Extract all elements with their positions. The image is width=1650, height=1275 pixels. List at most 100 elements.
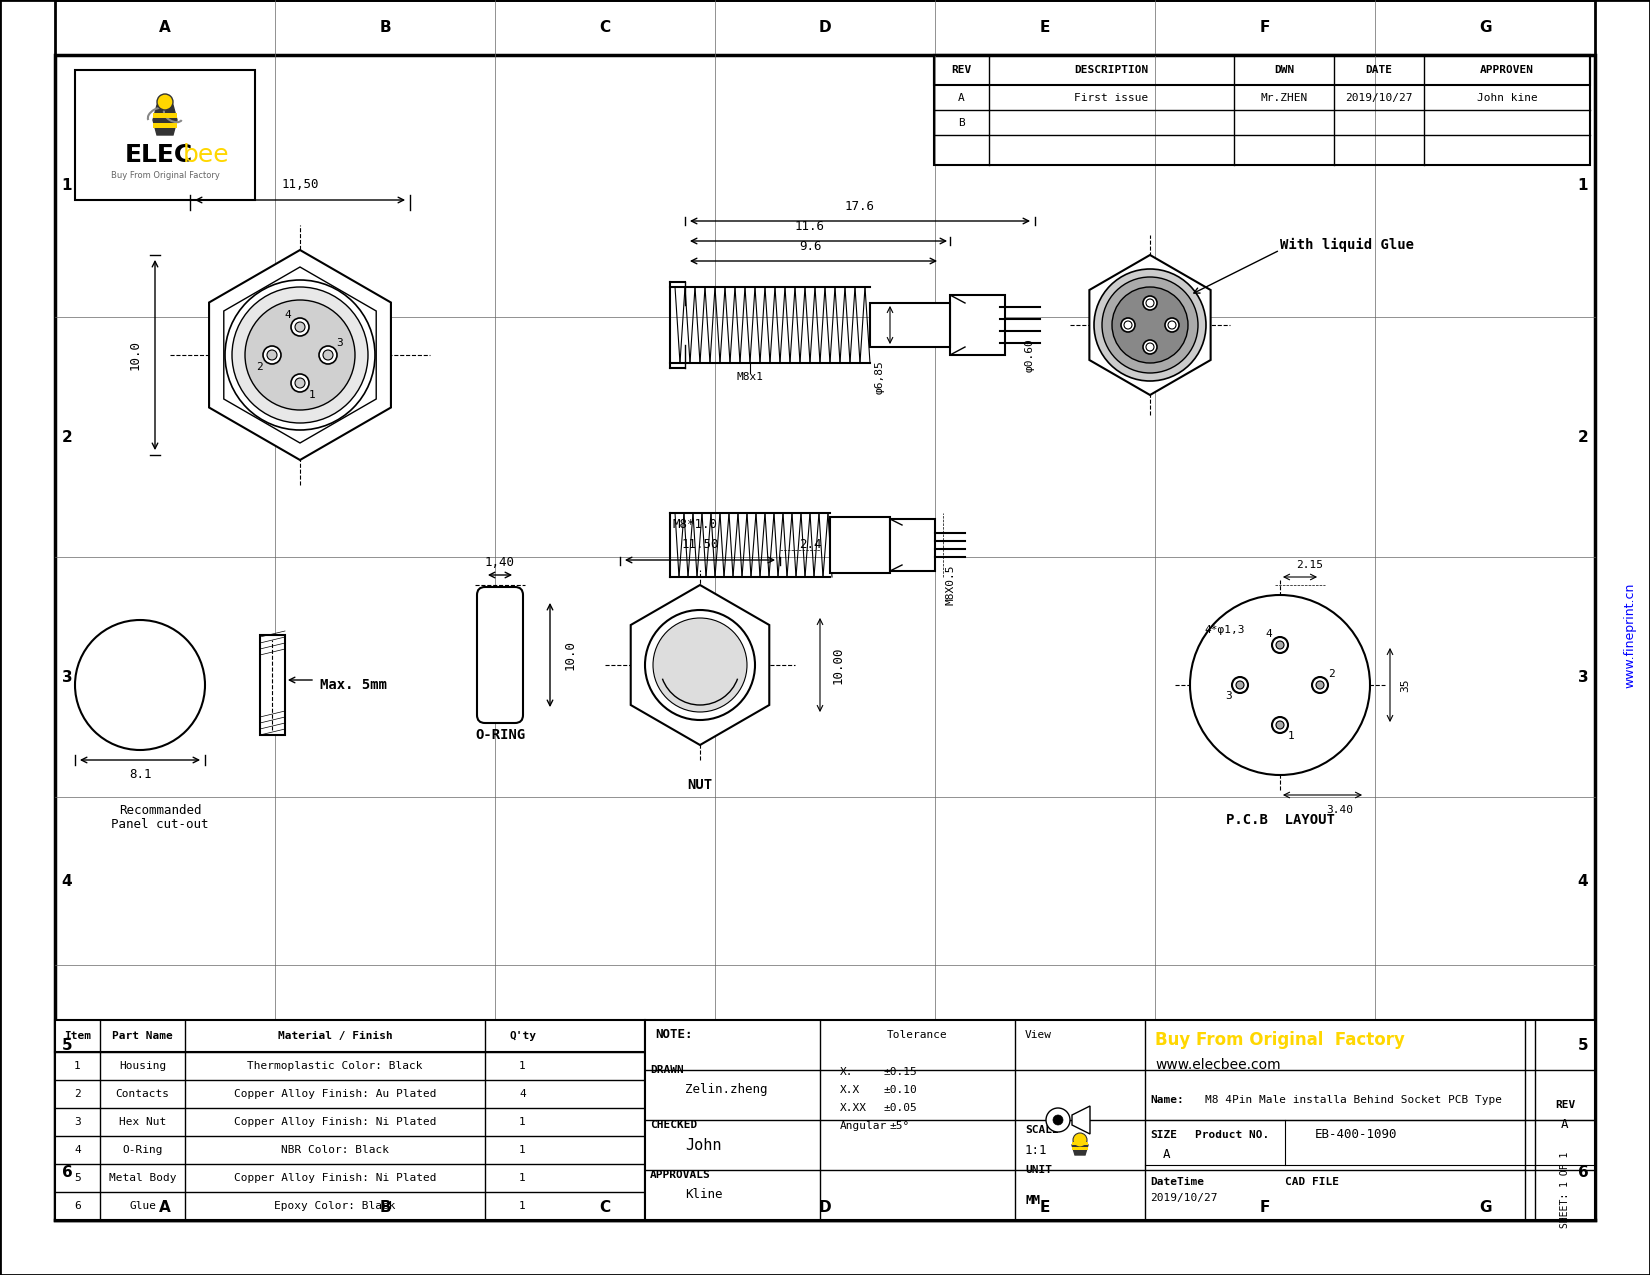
Text: A: A	[158, 20, 172, 36]
Text: 4: 4	[74, 1145, 81, 1155]
Text: 2: 2	[74, 1089, 81, 1099]
Text: 2: 2	[1328, 668, 1335, 678]
Text: B: B	[380, 1201, 391, 1215]
Text: F: F	[1261, 20, 1270, 36]
Text: 1: 1	[520, 1201, 526, 1211]
Text: 4: 4	[1577, 873, 1589, 889]
Circle shape	[1143, 296, 1157, 310]
Text: 10.0: 10.0	[564, 640, 576, 669]
Text: 2: 2	[1577, 430, 1589, 445]
Circle shape	[262, 346, 281, 363]
Text: 2.15: 2.15	[1297, 560, 1323, 570]
Text: 17.6: 17.6	[845, 200, 875, 213]
Text: Housing: Housing	[119, 1061, 167, 1071]
Text: 1: 1	[1577, 179, 1589, 194]
Bar	[1072, 1148, 1087, 1150]
Text: NBR Color: Black: NBR Color: Black	[280, 1145, 389, 1155]
Text: A: A	[158, 1201, 172, 1215]
Text: APPROVEN: APPROVEN	[1480, 65, 1534, 75]
Text: 6: 6	[74, 1201, 81, 1211]
Circle shape	[233, 287, 368, 423]
Text: Glue: Glue	[129, 1201, 157, 1211]
Bar	[645, 1020, 1596, 1220]
Text: 2: 2	[61, 430, 73, 445]
Text: DWN: DWN	[1274, 65, 1294, 75]
Text: E: E	[1040, 1201, 1049, 1215]
Text: 11,50: 11,50	[280, 179, 318, 191]
Text: REV: REV	[1554, 1100, 1576, 1111]
Text: Material / Finish: Material / Finish	[277, 1031, 393, 1040]
Circle shape	[290, 374, 309, 391]
Text: X.: X.	[840, 1067, 853, 1077]
Text: C: C	[599, 1201, 610, 1215]
FancyBboxPatch shape	[477, 586, 523, 723]
Text: EB-400-1090: EB-400-1090	[1315, 1128, 1398, 1141]
Text: CHECKED: CHECKED	[650, 1119, 698, 1130]
Bar	[54, 1020, 645, 1220]
Circle shape	[653, 618, 747, 711]
Text: Mr.ZHEN: Mr.ZHEN	[1261, 93, 1307, 103]
Bar	[950, 295, 1005, 354]
Text: 3: 3	[74, 1117, 81, 1127]
Text: 5: 5	[1577, 1038, 1589, 1052]
Text: D: D	[818, 1201, 832, 1215]
Bar	[261, 635, 285, 734]
Text: DRAWN: DRAWN	[650, 1065, 683, 1075]
Text: Tolerance: Tolerance	[888, 1030, 947, 1040]
Text: G: G	[1478, 1201, 1492, 1215]
Polygon shape	[210, 250, 391, 460]
Circle shape	[295, 377, 305, 388]
Text: Metal Body: Metal Body	[109, 1173, 177, 1183]
Polygon shape	[630, 585, 769, 745]
Text: Product NO.: Product NO.	[1195, 1130, 1269, 1140]
Text: 1: 1	[520, 1173, 526, 1183]
Text: Angular: Angular	[840, 1121, 888, 1131]
Circle shape	[74, 620, 205, 750]
Text: 10.00: 10.00	[832, 646, 845, 683]
Text: John kine: John kine	[1477, 93, 1538, 103]
Text: 1: 1	[74, 1061, 81, 1071]
Circle shape	[295, 323, 305, 332]
Text: 3: 3	[61, 669, 73, 685]
Text: SCALE: SCALE	[1025, 1125, 1059, 1135]
Text: 1: 1	[309, 390, 315, 400]
Text: 2019/10/27: 2019/10/27	[1345, 93, 1412, 103]
Circle shape	[1236, 681, 1244, 688]
Circle shape	[1147, 343, 1153, 351]
Circle shape	[1190, 595, 1369, 775]
Text: 6: 6	[1577, 1165, 1589, 1179]
Text: M8X0.5: M8X0.5	[945, 565, 955, 606]
Text: 4*φ1,3: 4*φ1,3	[1204, 625, 1246, 635]
Text: 4: 4	[520, 1089, 526, 1099]
Text: Copper Alloy Finish: Ni Plated: Copper Alloy Finish: Ni Plated	[234, 1117, 436, 1127]
Text: ±0.05: ±0.05	[883, 1103, 917, 1113]
Text: View: View	[1025, 1030, 1053, 1040]
Text: 9.6: 9.6	[799, 241, 822, 254]
Text: ELEC: ELEC	[125, 143, 193, 167]
Text: Name:: Name:	[1150, 1095, 1183, 1105]
Text: 2.4: 2.4	[799, 538, 822, 552]
Bar	[889, 519, 936, 571]
Bar	[153, 122, 177, 128]
Circle shape	[1072, 1133, 1087, 1148]
Text: ±0.15: ±0.15	[883, 1067, 917, 1077]
Text: X.X: X.X	[840, 1085, 860, 1095]
Text: M8x1: M8x1	[736, 372, 764, 382]
Circle shape	[1272, 717, 1289, 733]
Text: Item: Item	[64, 1031, 91, 1040]
Text: Contacts: Contacts	[116, 1089, 170, 1099]
Text: CAD FILE: CAD FILE	[1285, 1177, 1340, 1187]
Text: 5: 5	[74, 1173, 81, 1183]
Text: 3: 3	[1577, 669, 1589, 685]
Bar	[74, 70, 256, 200]
Text: 4: 4	[1266, 629, 1272, 639]
Bar	[934, 55, 1591, 164]
Text: John: John	[685, 1137, 721, 1153]
Text: NOTE:: NOTE:	[655, 1029, 693, 1042]
Text: A: A	[1561, 1118, 1569, 1131]
Text: 4: 4	[61, 873, 73, 889]
Text: SIZE: SIZE	[1150, 1130, 1176, 1140]
Circle shape	[1312, 677, 1328, 694]
Polygon shape	[1072, 1140, 1087, 1155]
Text: O-Ring: O-Ring	[122, 1145, 163, 1155]
